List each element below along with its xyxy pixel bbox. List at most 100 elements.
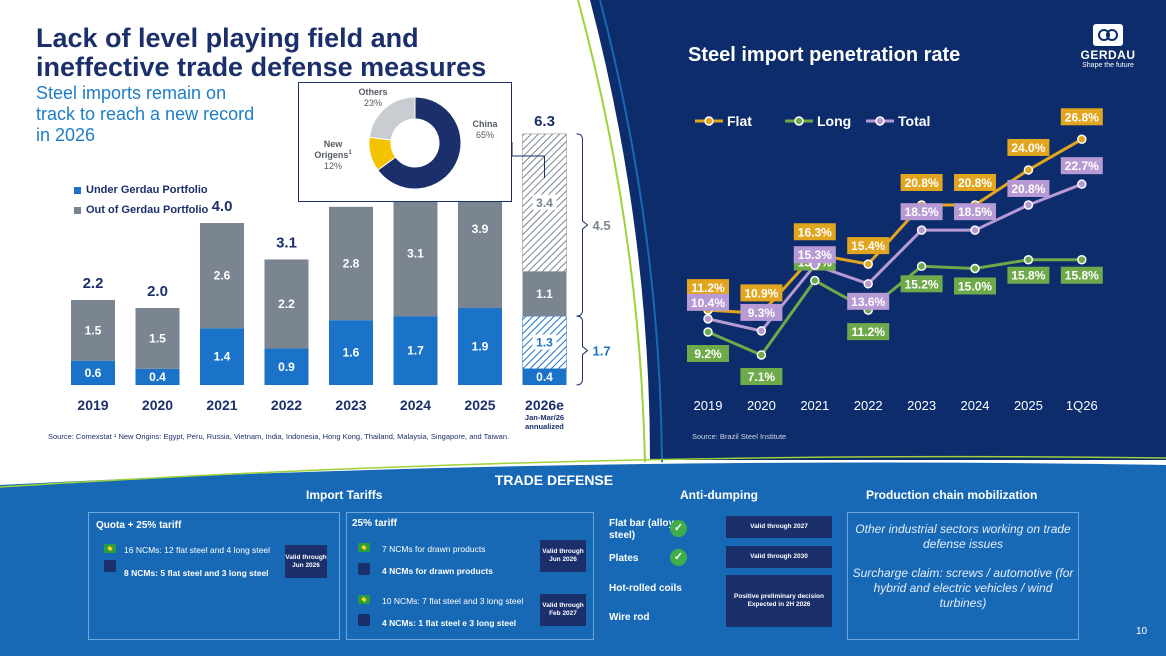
line-label-bg [740,284,783,302]
line-label-bg [954,277,996,295]
decor-line [0,455,1166,488]
pie-slice [377,96,462,190]
x-tick-label: 2025 [1014,398,1043,413]
page-title: Lack of level playing field and ineffect… [36,23,487,82]
projected-label-bg [532,194,557,210]
quota-valid: Valid through Jun 2026 [285,545,327,578]
line-chart-title: Steel import penetration rate [688,44,961,66]
pie-footnote: 1 [348,150,352,156]
decor-line [599,0,663,463]
pie-pct: 23% [364,98,382,108]
bar-out-label: 2.8 [343,257,360,271]
page-number: 10 [1136,626,1148,637]
brazil-flag-icon [358,543,370,552]
ad-preliminary: Positive preliminary decision Expected i… [726,575,832,627]
line-data-label: 20.8% [1011,182,1045,196]
line-label-bg [1060,266,1103,284]
bar-out-label: 2.6 [214,269,231,283]
quota-line2: 8 NCMs: 5 flat steel and 3 long steel [124,568,269,578]
bar-under-label: 0.4 [149,370,166,384]
penetration-line-chart: Flat Long Total 11.2% 10.9% 16.3% 15.4% 20.8% 20… [687,108,1103,413]
line-label-bg [687,293,729,311]
line-label-bg [847,323,890,341]
legend-label: Under Gerdau Portfolio [86,184,208,196]
logo-icon [1098,29,1118,41]
line-series [707,137,1083,315]
gerdau-logo: GERDAU Shape the future [1080,24,1136,69]
quota-heading: Quota + 25% tariff [96,520,182,531]
pie-chart-box: China 65% New Origens1 12% Others 23% [298,82,512,202]
bar-category-label: 2022 [271,397,302,413]
line-data-label: 18.5% [958,205,992,219]
tariff-a-valid: Valid through Jun 2026 [540,540,586,572]
tariff-b-line1: 10 NCMs: 7 flat steel and 3 long steel [382,596,524,606]
line-point [1077,254,1087,265]
bar-under-label: 1.6 [343,346,360,360]
line-label-bg [900,173,943,191]
page-subtitle: Steel imports remain on track to reach a… [36,83,255,145]
tariff-a-line1: 7 NCMs for drawn products [382,544,486,554]
x-tick-label: 2020 [747,398,776,413]
bar-total-label: 3.1 [276,234,297,251]
line-point [703,314,713,324]
line-point [970,263,980,274]
logo-name: GERDAU [1080,48,1136,62]
x-tick-label: 2023 [907,398,936,413]
logo-mark [1093,24,1123,46]
pie-connector [511,142,545,178]
line-data-label: 9.2% [694,347,722,361]
bar-out [264,259,309,349]
pie-label: New [324,139,344,149]
bar-out [71,299,115,361]
tariff-b-line2: 4 NCMs: 1 flat steel e 3 long steel [382,618,517,628]
line-label-bg [793,223,836,241]
bar-category-label: 2023 [335,397,366,413]
legend-label: Flat [727,113,752,129]
bar-out [200,223,244,329]
bar-under [135,368,180,385]
bar-out-label: 1.1 [536,287,553,301]
line-label-bg [1060,108,1103,126]
pie-label: Others [358,87,387,97]
tariff-heading: 25% tariff [352,518,398,529]
bar-total-label: 2.0 [147,283,168,300]
bracket-out [576,133,589,317]
tariff-b-valid: Valid through Feb 2027 [540,594,586,626]
line-label-bg [740,303,783,321]
logo-tagline: Shape the future [1082,62,1134,69]
import-tariffs-title: Import Tariffs [306,488,383,502]
line-label-bg [954,203,996,221]
bar-under-label: 1.7 [407,344,424,358]
line-point [916,225,927,235]
ad-item-wirerod: Wire rod [609,612,650,623]
pie-pct: 12% [324,161,342,171]
line-label-bg [687,345,729,363]
line-point [1077,134,1087,145]
x-tick-label: 1Q26 [1066,398,1098,413]
line-point [1023,254,1034,265]
bar-under [393,316,438,385]
line-data-label: 20.8% [905,176,939,190]
bracket-under [576,315,589,386]
line-point [703,327,713,337]
bar-category-label: 2024 [400,397,431,413]
bar-out-label: 1.5 [149,331,166,345]
quota-line1: 16 NCMs: 12 flat steel and 4 long steel [124,545,270,555]
line-data-label: 22.7% [1065,159,1099,173]
ad-item-plates: Plates [609,553,639,564]
bar-under-label: 0.6 [85,366,102,380]
line-data-label: 15.0% [958,279,992,293]
line-label-bg [793,246,836,264]
legend-marker [704,116,714,126]
pie-label: China [472,119,498,129]
bar-under-projected-label: 1.3 [536,335,553,349]
pie-slice [368,96,416,141]
gerdau-icon [104,560,116,572]
bar-under-label: 0.4 [536,370,553,384]
legend-swatch [74,186,81,194]
line-data-label: 11.2% [691,281,725,295]
line-label-bg [900,203,943,221]
line-data-label: 16.3% [798,225,832,239]
legend-label: Out of Gerdau Portfolio [86,204,209,216]
